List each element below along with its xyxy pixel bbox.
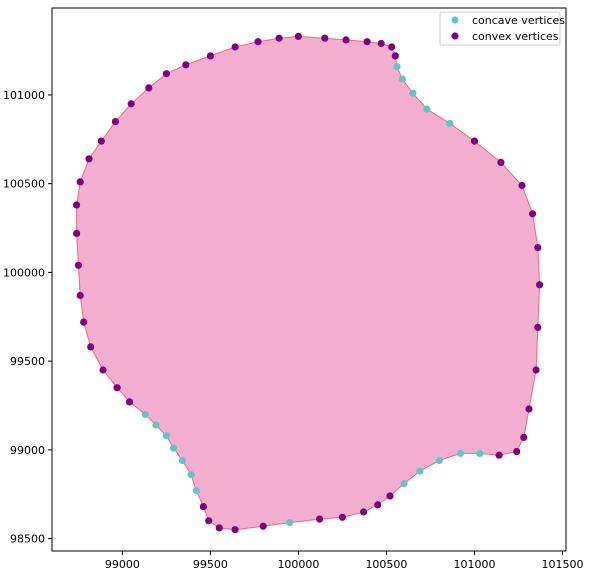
convex-vertex-point	[294, 32, 302, 41]
x-tick-label: 99000	[105, 558, 140, 571]
convex-vertex-point	[518, 181, 526, 190]
convex-vertex-point	[145, 84, 153, 92]
convex-vertex-point	[275, 34, 283, 42]
x-tick-label: 101000	[453, 558, 495, 571]
convex-vertex-point	[532, 366, 540, 374]
concave-vertex-point	[435, 456, 443, 465]
convex-vertex-point	[76, 178, 84, 186]
concave-vertex-point	[400, 480, 408, 488]
convex-vertex-point	[534, 244, 542, 252]
concave-vertex-point	[393, 63, 401, 71]
y-tick-label: 100500	[3, 178, 45, 191]
convex-vertex-point	[377, 39, 385, 48]
convex-vertex-point	[520, 433, 528, 441]
convex-vertex-point	[316, 515, 324, 523]
y-tick-label: 99500	[10, 355, 45, 368]
convex-vertex-point	[231, 43, 239, 51]
convex-vertex-point	[125, 398, 134, 406]
convex-vertex-point	[73, 229, 81, 237]
legend-marker-concave	[451, 16, 459, 24]
convex-vertex-point	[388, 43, 396, 51]
legend-label-convex: convex vertices	[472, 30, 559, 43]
convex-vertex-point	[206, 52, 214, 60]
convex-vertex-point	[97, 137, 105, 145]
convex-vertex-point	[536, 281, 544, 289]
plot-frame	[51, 7, 567, 552]
y-tick-label: 101000	[3, 89, 45, 102]
y-axis: 98500 99000 99500 100000 100500 101000	[3, 89, 52, 546]
concave-vertex-point	[169, 444, 178, 452]
x-tick-label: 100500	[365, 558, 407, 571]
convex-vertex-point	[85, 155, 93, 163]
convex-vertex-point	[231, 526, 239, 534]
concave-vertex-point	[192, 487, 200, 495]
convex-vertex-point	[87, 343, 95, 351]
convex-vertex-point	[76, 291, 84, 300]
concave-vertex-point	[178, 456, 186, 465]
convex-vertex-point	[127, 100, 135, 108]
concave-vertex-point	[286, 519, 294, 527]
x-tick-label: 100000	[277, 558, 319, 571]
concave-vertex-point	[141, 410, 149, 418]
points-layer	[73, 32, 544, 534]
convex-vertex-point	[199, 503, 207, 511]
convex-vertex-point	[182, 61, 190, 69]
legend: concave vertices convex vertices	[439, 11, 565, 46]
concave-vertex-point	[152, 421, 160, 429]
convex-vertex-point	[321, 34, 329, 42]
convex-vertex-point	[513, 448, 521, 456]
convex-vertex-point	[254, 38, 262, 46]
y-tick-label: 100000	[3, 266, 45, 279]
concave-vertex-point	[162, 432, 170, 440]
x-tick-label: 101500	[541, 558, 583, 571]
concave-vertex-point	[446, 119, 454, 127]
convex-vertex-point	[495, 451, 503, 459]
y-tick-label: 99000	[10, 444, 45, 457]
convex-vertex-point	[529, 210, 537, 218]
concave-vertex-point	[398, 75, 406, 83]
convex-vertex-point	[205, 517, 213, 525]
convex-vertex-point	[74, 261, 82, 269]
convex-vertex-point	[215, 524, 223, 532]
x-tick-label: 99500	[193, 558, 228, 571]
convex-vertex-point	[338, 513, 346, 521]
convex-vertex-point	[113, 384, 121, 392]
concave-vertex-point	[409, 89, 417, 97]
convex-vertex-point	[497, 158, 505, 166]
convex-vertex-point	[534, 323, 542, 331]
convex-vertex-point	[470, 137, 479, 145]
convex-vertex-point	[111, 118, 119, 126]
convex-vertex-point	[374, 501, 382, 509]
convex-vertex-point	[386, 492, 394, 500]
concave-vertex-point	[423, 105, 431, 113]
legend-marker-convex	[451, 32, 459, 40]
concave-vertex-point	[187, 471, 195, 479]
concave-vertex-point	[456, 449, 464, 457]
convex-vertex-point	[80, 318, 88, 326]
x-axis: 99000 99500 100000 100500 101000 101500	[105, 551, 583, 571]
convex-vertex-point	[342, 36, 350, 44]
convex-vertex-point	[363, 38, 371, 46]
concave-vertex-point	[416, 467, 424, 475]
convex-vertex-point	[259, 522, 267, 530]
legend-box	[439, 11, 561, 46]
convex-vertex-point	[360, 508, 368, 516]
convex-vertex-point	[391, 52, 399, 60]
convex-vertex-point	[99, 366, 107, 374]
concave-vertex-point	[476, 449, 484, 457]
y-tick-label: 98500	[10, 533, 45, 546]
convex-vertex-point	[525, 405, 533, 413]
convex-vertex-point	[162, 70, 170, 78]
convex-vertex-point	[73, 201, 81, 209]
legend-label-concave: concave vertices	[472, 14, 565, 27]
